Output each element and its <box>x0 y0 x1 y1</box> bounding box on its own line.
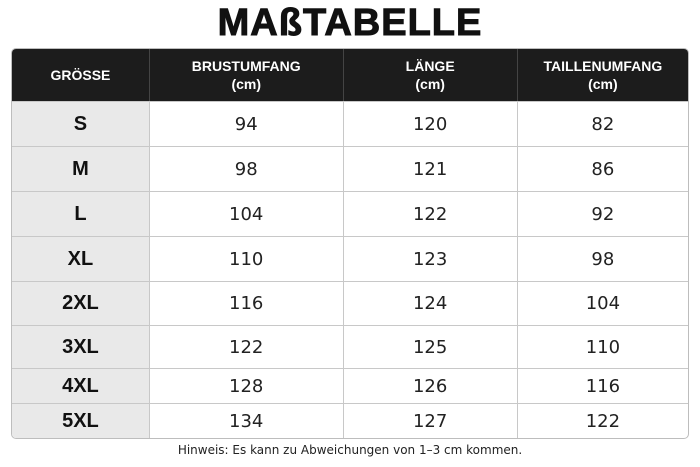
value-cell: 123 <box>343 236 518 281</box>
value-cell: 122 <box>149 325 344 368</box>
value-cell: 125 <box>343 325 518 368</box>
size-cell: M <box>12 146 150 191</box>
value-cell: 128 <box>149 368 344 403</box>
size-cell: 5XL <box>12 403 150 438</box>
value-cell: 86 <box>517 146 688 191</box>
header-label: BRUSTUMFANG <box>191 58 301 74</box>
header-unit: (cm) <box>415 76 445 92</box>
value-cell: 127 <box>343 403 518 438</box>
column-header: LÄNGE (cm) <box>343 49 518 101</box>
header-unit: (cm) <box>231 76 261 92</box>
value-cell: 122 <box>517 403 688 438</box>
note: Hinweis: Es kann zu Abweichungen von 1–3… <box>177 443 523 457</box>
table-row: 3XL 122 125 110 <box>12 325 688 368</box>
value-cell: 121 <box>343 146 518 191</box>
value-cell: 82 <box>517 101 688 146</box>
column-header: GRÖSSE <box>12 49 150 101</box>
value-cell: 98 <box>149 146 344 191</box>
size-cell: L <box>12 191 150 236</box>
value-cell: 104 <box>517 281 688 325</box>
header-label: TAILLENUMFANG <box>543 58 663 74</box>
title: MAßTABELLE <box>217 2 483 45</box>
header-unit: (cm) <box>588 76 618 92</box>
value-cell: 116 <box>517 368 688 403</box>
size-cell: S <box>12 101 150 146</box>
table-row: L 104 122 92 <box>12 191 688 236</box>
header-row: GRÖSSE BRUSTUMFANG (cm) LÄNGE (cm) TAILLENUMF… <box>12 49 688 101</box>
value-cell: 92 <box>517 191 688 236</box>
size-cell: 3XL <box>12 325 150 368</box>
value-cell: 126 <box>343 368 518 403</box>
table-row: XL 110 123 98 <box>12 236 688 281</box>
value-cell: 98 <box>517 236 688 281</box>
size-cell: XL <box>12 236 150 281</box>
value-cell: 122 <box>343 191 518 236</box>
column-header: TAILLENUMFANG (cm) <box>517 49 688 101</box>
value-cell: 110 <box>517 325 688 368</box>
value-cell: 110 <box>149 236 344 281</box>
value-cell: 124 <box>343 281 518 325</box>
value-cell: 104 <box>149 191 344 236</box>
value-cell: 134 <box>149 403 344 438</box>
header-label: GRÖSSE <box>50 67 111 83</box>
table-row: M 98 121 86 <box>12 146 688 191</box>
value-cell: 116 <box>149 281 344 325</box>
header-label: LÄNGE <box>405 58 455 74</box>
table-row: S 94 120 82 <box>12 101 688 146</box>
size-cell: 2XL <box>12 281 150 325</box>
size-cell: 4XL <box>12 368 150 403</box>
table-row: 5XL 134 127 122 <box>12 403 688 438</box>
table-row: 2XL 116 124 104 <box>12 281 688 325</box>
value-cell: 120 <box>343 101 518 146</box>
table-body: S 94 120 82 M 98 121 86 L 104 122 92 XL 110 123 98 2XL 11… <box>12 101 688 438</box>
column-header: BRUSTUMFANG (cm) <box>149 49 344 101</box>
size-table: GRÖSSE BRUSTUMFANG (cm) LÄNGE (cm) TAILLENUMF… <box>11 48 689 439</box>
table-row: 4XL 128 126 116 <box>12 368 688 403</box>
value-cell: 94 <box>149 101 344 146</box>
